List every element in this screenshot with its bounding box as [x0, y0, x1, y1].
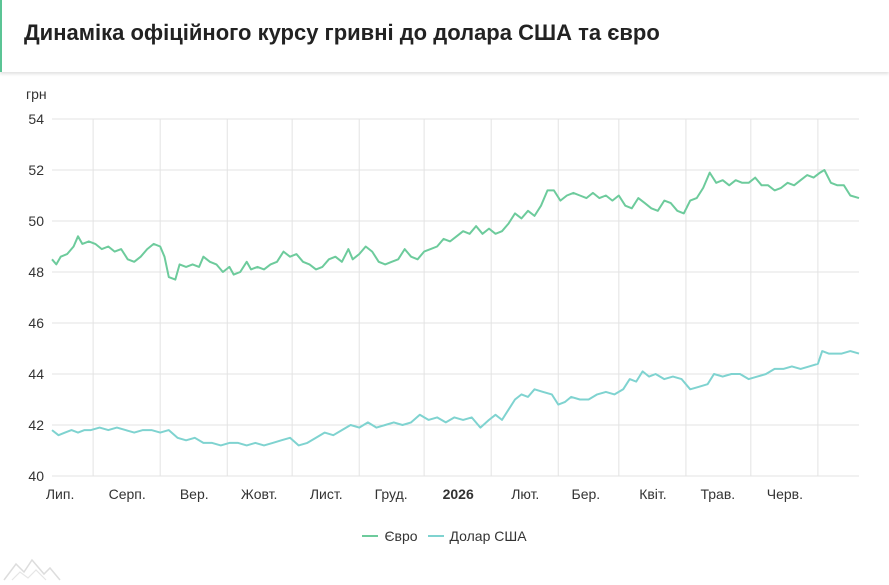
- chart-legend: Євро Долар США: [0, 524, 889, 544]
- y-tick-label: 50: [28, 213, 44, 229]
- y-tick-label: 44: [28, 366, 44, 382]
- series-line-1: [51, 350, 860, 447]
- x-tick-label: Жовт.: [241, 486, 277, 502]
- chart-header: Динаміка офіційного курсу гривні до дола…: [0, 0, 889, 72]
- legend-item-0[interactable]: Євро: [362, 528, 418, 544]
- series-line-0: [51, 169, 860, 281]
- x-tick-label: Лип.: [46, 486, 74, 502]
- legend-label: Долар США: [449, 528, 527, 544]
- mountain-logo-icon: [3, 558, 61, 581]
- line-chart: 40 42 44 46 48 50 52 54 Лип. Серп. Вер. Жовт. Лист.…: [28, 111, 860, 502]
- legend-swatch: [362, 535, 379, 537]
- x-tick-label: Лист.: [310, 486, 343, 502]
- x-tick-label: 2026: [443, 486, 474, 502]
- x-tick-label: Трав.: [700, 486, 735, 502]
- legend-label: Євро: [384, 528, 418, 544]
- x-tick-label: Черв.: [767, 486, 803, 502]
- y-tick-label: 46: [28, 315, 44, 331]
- y-axis-unit-label: грн: [26, 86, 47, 102]
- x-tick-label: Груд.: [375, 486, 408, 502]
- x-tick-label: Лют.: [511, 486, 539, 502]
- x-tick-label: Квіт.: [639, 486, 666, 502]
- y-tick-label: 40: [28, 468, 44, 484]
- x-tick-label: Серп.: [109, 486, 146, 502]
- x-axis: Лип. Серп. Вер. Жовт. Лист. Груд. 2026 Лют. Бер.…: [46, 486, 803, 502]
- x-tick-label: Бер.: [572, 486, 601, 502]
- legend-item-1[interactable]: Долар США: [427, 528, 527, 544]
- y-tick-label: 54: [28, 111, 44, 127]
- grid: [52, 118, 859, 477]
- chart-title: Динаміка офіційного курсу гривні до дола…: [24, 20, 660, 45]
- y-axis: 40 42 44 46 48 50 52 54: [28, 111, 44, 484]
- y-tick-label: 48: [28, 264, 44, 280]
- x-tick-label: Вер.: [180, 486, 209, 502]
- y-tick-label: 42: [28, 417, 44, 433]
- legend-swatch: [427, 535, 444, 537]
- y-tick-label: 52: [28, 162, 44, 178]
- series-lines: [51, 169, 860, 447]
